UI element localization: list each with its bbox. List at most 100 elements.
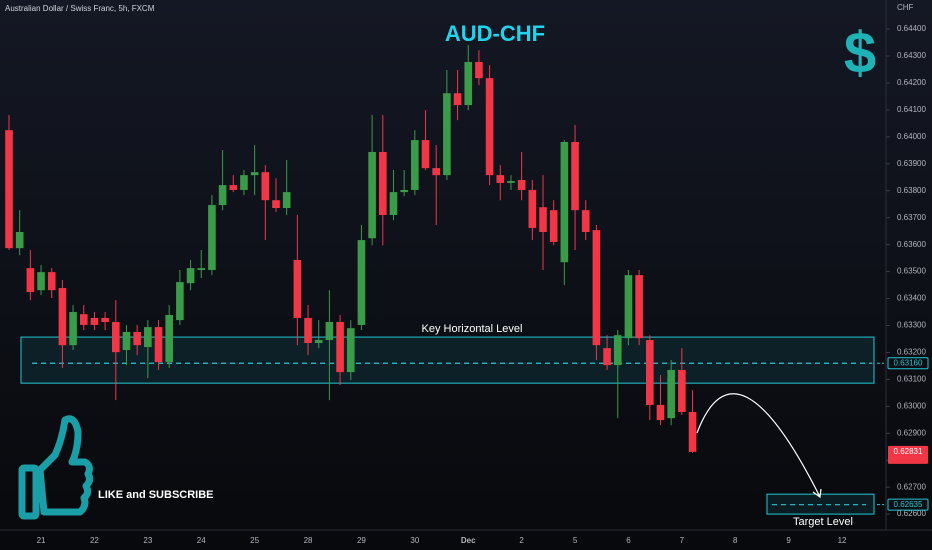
chart-title: AUD-CHF — [445, 21, 545, 46]
candle-body — [272, 200, 280, 209]
candle-body — [282, 192, 291, 209]
candle-body — [646, 340, 654, 405]
candle-body — [581, 210, 590, 232]
candle-body — [507, 181, 515, 183]
zone-label: Key Horizontal Level — [422, 323, 523, 335]
y-tick-label: 0.64000 — [897, 132, 926, 141]
candle-body — [656, 404, 665, 421]
candle-body — [144, 327, 152, 348]
candle-body — [560, 141, 569, 263]
x-tick-label: 29 — [357, 536, 366, 545]
candle-body — [314, 340, 323, 344]
candle-body — [250, 172, 259, 176]
candle-body — [15, 231, 24, 249]
dollar-icon: $ — [844, 20, 876, 85]
candle-body — [432, 168, 440, 176]
zone — [20, 336, 875, 384]
plot: 0.626000.627000.628000.629000.630000.631… — [5, 24, 929, 545]
candle-body — [154, 327, 163, 363]
candle-body — [133, 331, 141, 346]
candle-body — [379, 151, 387, 216]
candle-body — [37, 272, 45, 291]
candle-body — [176, 282, 184, 321]
x-tick-label: 25 — [250, 536, 259, 545]
last-price-label: 0.62831 — [894, 447, 923, 456]
candle-body — [336, 321, 344, 373]
x-tick-label: Dec — [461, 536, 476, 545]
y-tick-label: 0.64100 — [897, 105, 926, 114]
currency: CHF — [897, 3, 914, 12]
y-tick-label: 0.63300 — [897, 321, 926, 330]
candle-body — [79, 314, 88, 325]
y-tick-label: 0.63500 — [897, 267, 926, 276]
y-tick-label: 0.64400 — [897, 24, 926, 33]
x-tick-label: 22 — [90, 536, 99, 545]
candle-body — [678, 369, 686, 412]
y-tick-label: 0.62900 — [897, 428, 926, 437]
candle-body — [635, 275, 643, 339]
y-tick-label: 0.63600 — [897, 240, 926, 249]
y-tick-label: 0.63900 — [897, 159, 926, 168]
x-tick-label: 6 — [626, 536, 631, 545]
candle-body — [186, 268, 195, 284]
y-tick-label: 0.63100 — [897, 374, 926, 383]
y-tick-label: 0.63200 — [897, 348, 926, 357]
y-tick-label: 0.64300 — [897, 51, 926, 60]
x-tick-label: 9 — [786, 536, 791, 545]
candle-body — [496, 175, 505, 183]
candle-body — [197, 268, 206, 270]
candle-body — [528, 189, 537, 228]
candle-body — [613, 335, 622, 366]
candle-body — [485, 78, 494, 176]
x-tick-label: 23 — [143, 536, 152, 545]
y-tick-label: 0.63000 — [897, 401, 926, 410]
candle-body — [603, 348, 611, 366]
candle-body — [5, 130, 13, 249]
x-tick-label: 24 — [197, 536, 206, 545]
candle-body — [325, 321, 334, 341]
candle-body — [421, 140, 430, 169]
candle-body — [90, 317, 99, 325]
price-badge — [887, 498, 929, 511]
candle-body — [475, 61, 483, 79]
y-tick-label: 0.64200 — [897, 78, 926, 87]
candle-body — [592, 230, 601, 346]
candle-body — [443, 93, 451, 176]
candle-body — [357, 240, 366, 325]
candle-body — [453, 93, 462, 106]
candle-body — [667, 369, 675, 419]
x-tick-label: 28 — [304, 536, 313, 545]
arrow-head — [812, 488, 822, 499]
y-tick-label: 0.63400 — [897, 294, 926, 303]
candle-body — [208, 205, 216, 270]
candle-body — [517, 179, 526, 190]
candle-body — [389, 192, 398, 216]
header: Australian Dollar / Swiss Franc, 5h, FXC… — [5, 4, 155, 13]
x-tick-label: 30 — [410, 536, 419, 545]
x-tick-label: 8 — [733, 536, 738, 545]
cta-text: LIKE and SUBSCRIBE — [98, 489, 214, 501]
candle-body — [218, 185, 227, 206]
candle-body — [346, 328, 355, 373]
candle-body — [624, 275, 633, 339]
candle-body — [112, 321, 120, 353]
candle-body — [293, 260, 302, 318]
y-tick-label: 0.62600 — [897, 509, 926, 518]
candle-body — [240, 175, 248, 190]
candle-body — [122, 331, 131, 351]
candle-body — [261, 172, 270, 201]
last-price-badge — [888, 445, 928, 464]
candle-body — [549, 210, 558, 242]
candle-body — [464, 61, 473, 106]
x-tick-label: 12 — [838, 536, 847, 545]
x-tick-label: 7 — [680, 536, 685, 545]
x-tick-label: 5 — [573, 536, 578, 545]
candle-body — [229, 185, 238, 190]
candle-body — [304, 317, 312, 344]
candle-body — [688, 411, 697, 452]
x-tick-label: 2 — [519, 536, 524, 545]
projection-arrow — [696, 393, 821, 498]
candle-body — [26, 268, 35, 293]
candle-body — [411, 140, 419, 190]
